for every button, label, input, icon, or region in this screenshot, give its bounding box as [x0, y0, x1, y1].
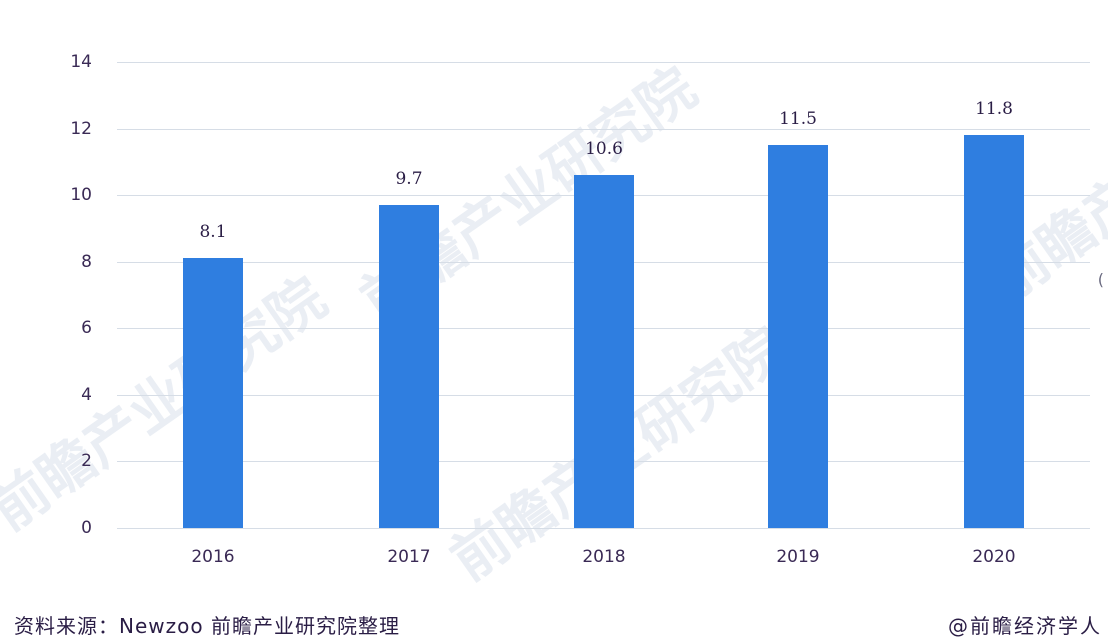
chart-area: 前瞻产业研究院 前瞻产业研究院 前瞻产业研究院 前瞻产业研究院: [0, 35, 1108, 594]
bar-value-label: 11.8: [975, 99, 1013, 120]
gridline: [117, 528, 1090, 529]
x-tick-label: 2019: [776, 547, 820, 567]
y-tick-label: 14: [70, 52, 92, 72]
bar-2018: [574, 175, 634, 528]
y-tick-label: 8: [81, 251, 92, 272]
bar-2017: [379, 205, 439, 528]
bar-value-label: 8.1: [199, 222, 227, 243]
credit-label: @前瞻经济学人: [948, 614, 1102, 638]
y-tick-label: 12: [70, 118, 92, 139]
source-note: 资料来源：Newzoo 前瞻产业研究院整理: [14, 614, 400, 638]
bar-2016: [183, 258, 243, 528]
x-tick-label: 2020: [972, 547, 1016, 567]
y-tick-label: 4: [81, 384, 92, 405]
edge-glyph: (: [1097, 270, 1104, 289]
x-tick-label: 2018: [582, 547, 626, 567]
bar-2020: [964, 135, 1024, 528]
gridline: [117, 62, 1090, 63]
y-tick-label: 6: [81, 318, 92, 339]
y-tick-label: 0: [81, 518, 92, 538]
bar-value-label: 9.7: [395, 169, 423, 190]
y-tick-label: 2: [81, 451, 92, 472]
y-tick-label: 10: [70, 185, 92, 206]
gridline: [117, 128, 1090, 130]
footer: [0, 600, 1108, 644]
x-tick-label: 2017: [387, 547, 431, 567]
bar-value-label: 10.6: [585, 139, 623, 160]
bar-value-label: 11.5: [779, 109, 817, 130]
x-tick-label: 2016: [191, 547, 235, 567]
bar-2019: [768, 145, 828, 528]
